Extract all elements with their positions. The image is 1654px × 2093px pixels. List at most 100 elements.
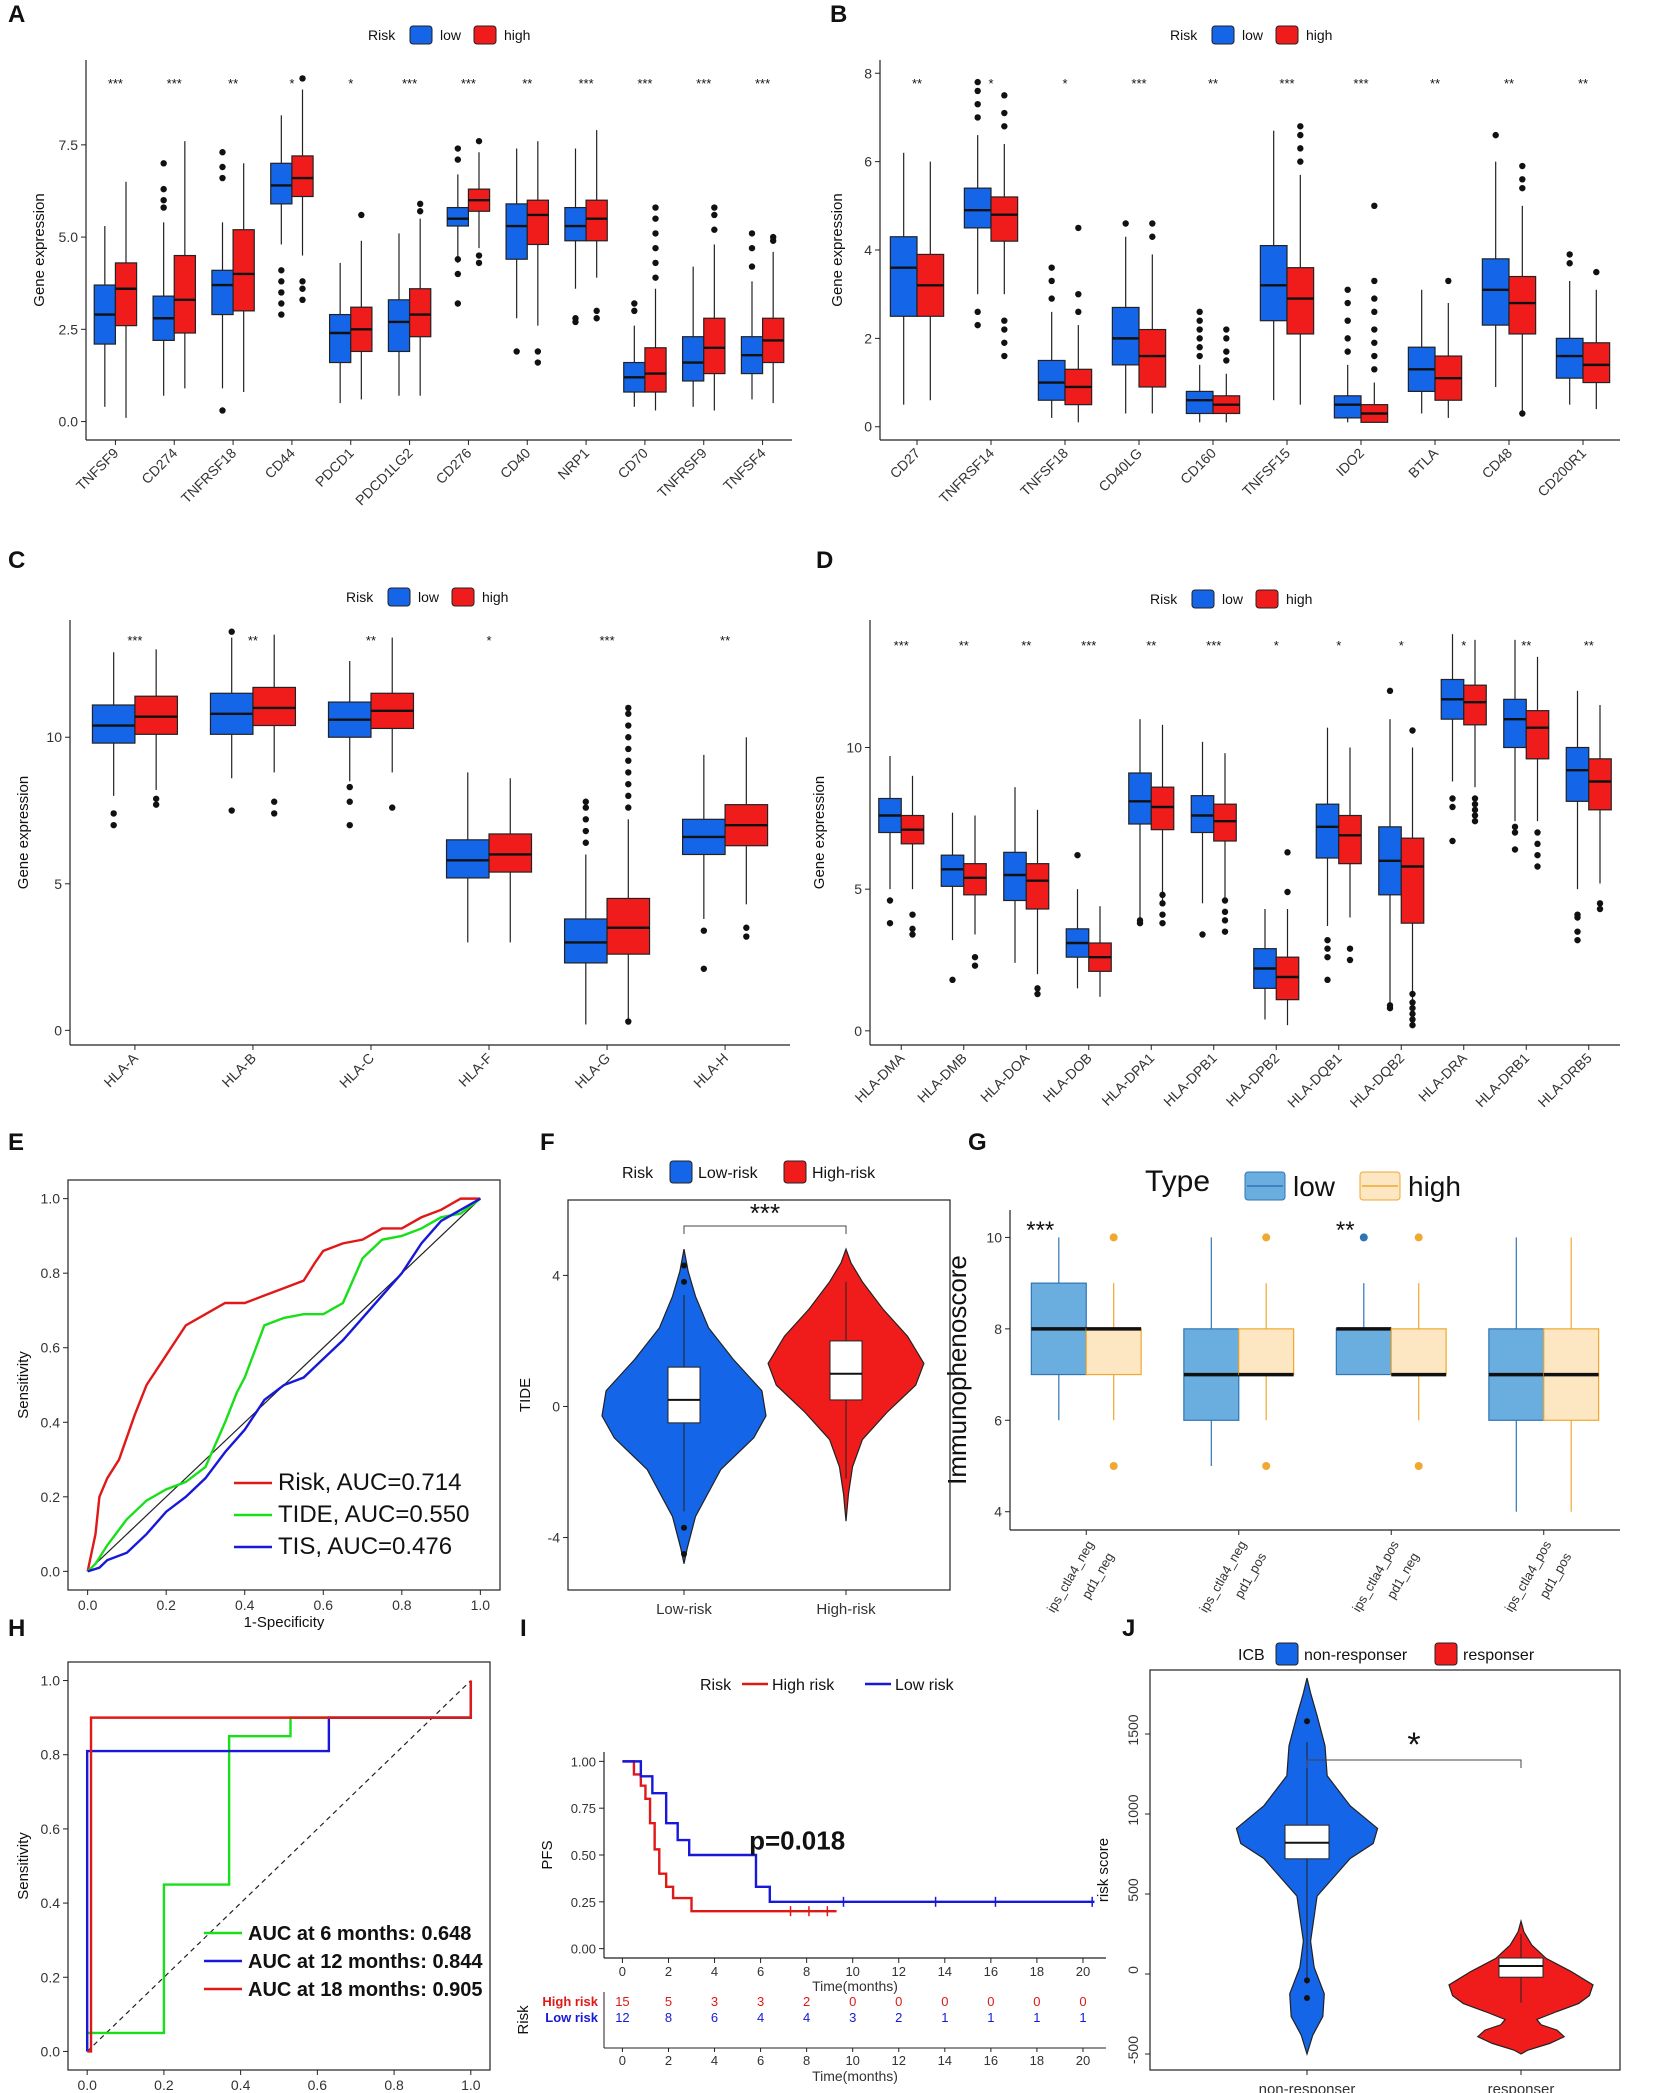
significance-label: *** <box>127 633 142 648</box>
significance-label: *** <box>1206 638 1221 653</box>
significance-label: ** <box>1430 76 1440 91</box>
legend-label-non-responser: non-responser <box>1304 1647 1408 1664</box>
outlier-point <box>1409 1016 1416 1023</box>
outlier-point <box>278 278 285 285</box>
box-low-ips_ctla4_neg-pd1_neg <box>1030 1237 1087 1421</box>
box-iqr <box>328 313 352 364</box>
risk-table-row-label: Low risk <box>545 2010 599 2025</box>
outlier-point <box>743 924 750 931</box>
outlier-point <box>1359 1233 1368 1242</box>
box-low-NRP1 <box>564 148 587 326</box>
box-low-HLA-A <box>91 652 136 829</box>
box-iqr <box>114 262 138 327</box>
box-low-HLA-DQB2 <box>1378 687 1402 1012</box>
outlier-point <box>1511 829 1519 836</box>
x-tick-label: CD40LG <box>1095 445 1145 495</box>
x-tick-label: TNFRSF9 <box>654 445 710 501</box>
p-value-annotation: p=0.018 <box>749 1825 845 1855</box>
significance-label: * <box>289 76 294 91</box>
significance-label: * <box>1461 638 1466 653</box>
outlier-point <box>625 734 632 741</box>
outlier-point <box>1344 299 1351 307</box>
box-iqr <box>1333 395 1362 419</box>
panel-D-legend-label-high: high <box>1286 591 1312 607</box>
box-high-HLA-DQB1 <box>1338 747 1362 964</box>
outlier-point <box>625 710 632 717</box>
panel-B-legend-key-high <box>1275 25 1299 45</box>
outlier-point <box>625 804 632 811</box>
outlier-point <box>1511 823 1519 831</box>
significance-label: ** <box>1146 638 1156 653</box>
significance-label: * <box>1407 1726 1420 1764</box>
x-tick-label: 1.0 <box>471 1597 491 1613</box>
outlier-point <box>152 801 160 808</box>
box-high-HLA-G <box>606 704 651 1025</box>
outlier-point <box>652 204 659 211</box>
outlier-point <box>219 163 226 171</box>
x-tick-label: High-risk <box>816 1601 876 1618</box>
y-tick-label: 500 <box>1125 1878 1141 1902</box>
y-tick-label: 1500 <box>1125 1714 1141 1745</box>
outlier-point <box>299 278 306 285</box>
risk-table-cell: 12 <box>615 2010 629 2025</box>
outlier-point <box>228 807 235 814</box>
outlier-point <box>681 1524 687 1531</box>
outlier-point <box>1196 344 1203 351</box>
outlier-point <box>974 78 981 86</box>
outlier-point <box>1445 277 1452 285</box>
outlier-point <box>454 256 462 263</box>
box-high-TNFRSF9 <box>703 204 726 411</box>
box-iqr <box>1111 306 1140 366</box>
panel-A-legend-key-high <box>473 25 497 45</box>
x-tick-label: non-responser <box>1259 2081 1356 2093</box>
outlier-point <box>1001 317 1008 324</box>
box-iqr <box>211 269 234 316</box>
y-tick-label: 0.8 <box>41 1265 61 1281</box>
outlier-point <box>582 827 590 835</box>
box-low-HLA-DRB1 <box>1503 639 1527 853</box>
outlier-point <box>1262 1462 1271 1470</box>
violin-non-responser <box>1235 1677 1379 2057</box>
outlier-point <box>228 628 235 635</box>
outlier-point <box>625 722 632 729</box>
box-iqr <box>829 1340 863 1401</box>
box-iqr <box>91 704 136 744</box>
panel-G-legend-title: Type <box>1145 1165 1210 1198</box>
panel-F: -4 0 4 TIDE Low-risk High-risk *** Risk Low-risk… <box>517 1160 951 1618</box>
box-high-CD200R1 <box>1582 268 1611 410</box>
x-tick-label: PDCD1 <box>312 445 357 490</box>
x-tick-label: BTLA <box>1405 444 1442 481</box>
box-iqr <box>1238 1328 1295 1376</box>
outlier-point <box>1034 990 1041 998</box>
outlier-point <box>1324 945 1331 952</box>
risk-table-cell: 0 <box>941 1994 948 2009</box>
outlier-point <box>1324 936 1331 944</box>
box-low-HLA-DPA1 <box>1128 719 1152 927</box>
risk-table-x-tick-label: 18 <box>1030 2053 1044 2068</box>
outlier-point <box>974 321 981 329</box>
outlier-point <box>534 348 542 355</box>
y-tick-label: 1.0 <box>41 1191 61 1207</box>
outlier-point <box>652 274 659 281</box>
x-tick-label: HLA-DPB1 <box>1160 1050 1220 1110</box>
box-high-TNFSF15 <box>1286 123 1315 405</box>
x-tick-label: 0.4 <box>231 2077 251 2093</box>
legend-label-Low-risk: Low-risk <box>698 1165 759 1182</box>
outlier-point <box>652 244 659 252</box>
outlier-point <box>278 289 285 296</box>
outlier-point <box>346 798 353 805</box>
x-tick-label: 0.8 <box>384 2077 404 2093</box>
outlier-point <box>652 215 659 222</box>
risk-table-x-tick-label: 16 <box>984 2053 998 2068</box>
y-tick-label: 4 <box>864 242 872 258</box>
x-tick-label: HLA-DPA1 <box>1098 1050 1157 1109</box>
box-iqr <box>585 199 608 242</box>
box-low-CD40LG <box>1111 220 1140 414</box>
outlier-point <box>1048 295 1055 302</box>
outlier-point <box>631 300 638 307</box>
outlier-point <box>1371 277 1378 285</box>
box-low-ips_ctla4_pos-pd1_neg <box>1335 1233 1392 1376</box>
outlier-point <box>1519 176 1526 183</box>
outlier-point <box>711 211 718 219</box>
x-tick-label: TNFSF4 <box>720 445 769 494</box>
